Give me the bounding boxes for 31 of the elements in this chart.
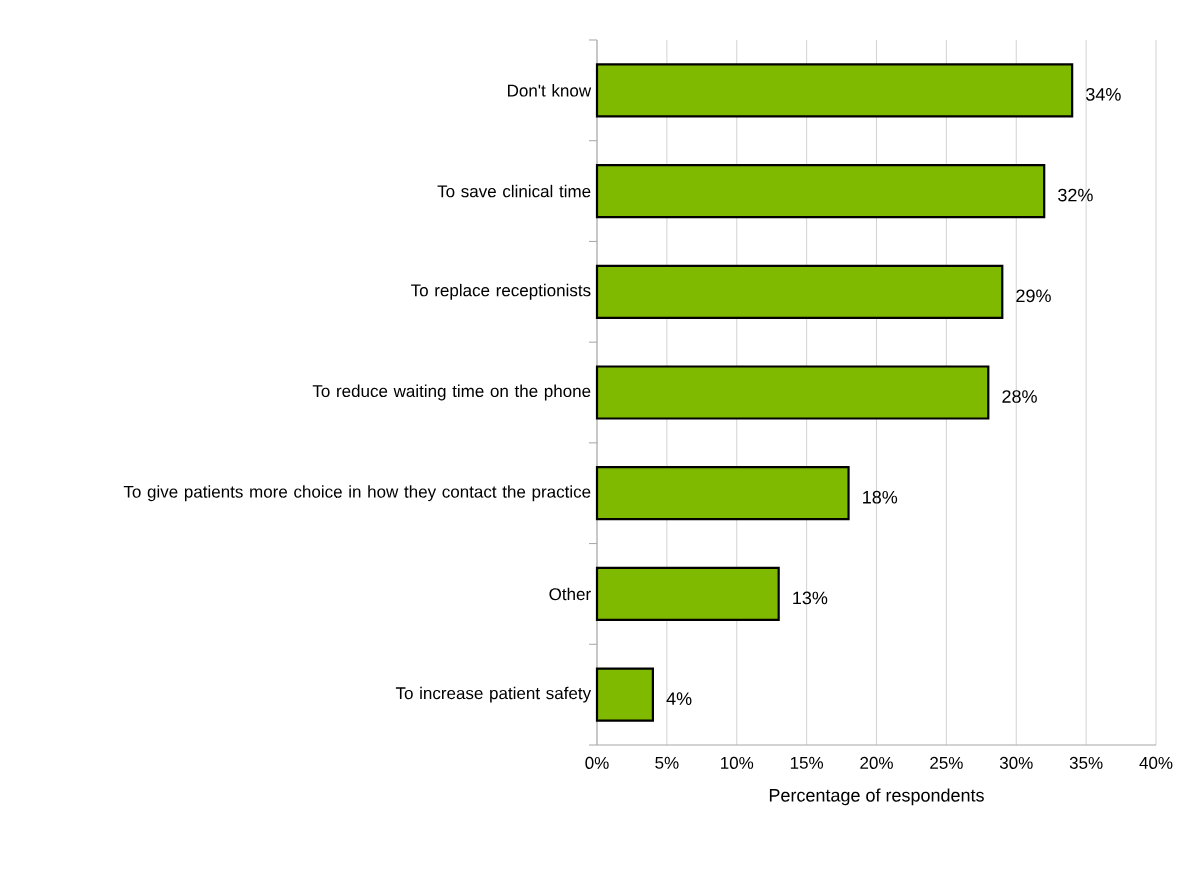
x-tick-label: 15% [790,756,824,769]
y-tick-label: To increase patient safety [395,686,592,703]
x-tick-label: 20% [860,756,893,769]
y-tick-label: Other [549,587,591,601]
bar [595,63,1074,118]
data-label: 18% [863,490,898,504]
x-tick-label: 10% [721,756,754,769]
bar [595,566,780,622]
x-tick-label: 35% [1069,756,1103,769]
y-tick-label: To give patients more choice in how they contact the practice [123,485,591,502]
y-tick-label: To replace receptionists [411,283,591,300]
x-tick-label: 25% [930,756,963,769]
data-label: 13% [793,591,828,605]
bar [595,264,1004,319]
bar [595,163,1046,219]
data-label: 28% [1002,390,1037,403]
data-label: 29% [1016,289,1051,303]
x-tick-label: 5% [655,756,679,769]
data-label: 32% [1058,188,1093,202]
data-label: 4% [666,692,692,705]
data-label: 34% [1086,87,1121,101]
x-tick-label: 0% [585,756,609,769]
x-axis-title: Percentage of respondents [769,788,984,806]
bar [595,466,850,521]
bar [595,365,990,420]
y-tick-label: To save clinical time [437,184,591,198]
y-tick-label: Don't know [508,84,592,97]
y-tick-label: To reduce waiting time on the phone [312,384,591,401]
x-tick-label: 30% [999,756,1033,769]
x-tick-label: 40% [1139,756,1173,769]
bar [595,667,654,722]
